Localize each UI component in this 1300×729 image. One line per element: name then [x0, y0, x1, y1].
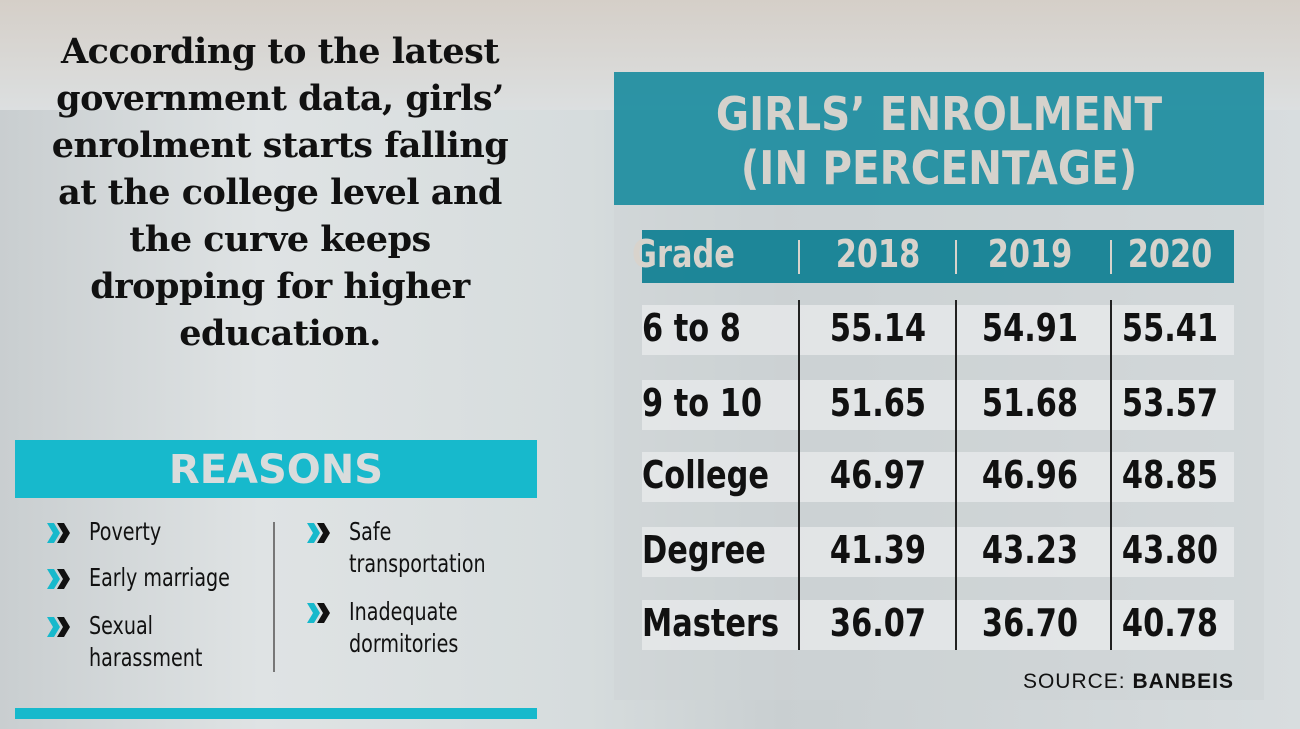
reasons-title: REASONS [15, 440, 537, 498]
enrolment-value: 36.07 [829, 601, 926, 645]
column-divider [1110, 300, 1112, 650]
enrolment-value: 53.57 [1121, 381, 1218, 425]
source: SOURCE: BANBEIS [960, 670, 1234, 694]
column-header: 2019 [987, 232, 1073, 276]
table-title-line2: (IN PERCENTAGE) [740, 141, 1138, 195]
grade-label: Degree [642, 528, 766, 572]
headline: According to the latest government data,… [51, 31, 509, 354]
enrolment-value: 51.68 [981, 381, 1079, 425]
reason-item: Inadequate dormitories [349, 597, 459, 658]
chevron-right-icon [305, 519, 333, 547]
source-name: BANBEIS [1132, 670, 1234, 693]
row-band [642, 600, 1234, 650]
table-title-line1: GIRLS’ ENROLMENT [715, 87, 1163, 141]
column-header: 2020 [1127, 232, 1212, 276]
enrolment-value: 40.78 [1121, 601, 1218, 645]
column-header: Grade [632, 232, 735, 276]
header-divider [1110, 240, 1112, 274]
enrolment-value: 43.80 [1121, 528, 1218, 572]
chevron-right-icon [45, 519, 73, 547]
reason-item: Poverty [89, 517, 162, 546]
enrolment-value: 46.97 [829, 453, 926, 497]
grade-label: 6 to 8 [642, 306, 741, 350]
enrolment-value: 43.23 [981, 528, 1079, 572]
grade-label: Masters [642, 601, 780, 645]
row-band [642, 305, 1234, 355]
column-divider [955, 300, 957, 650]
chevron-right-icon [45, 613, 73, 641]
enrolment-value: 36.70 [981, 601, 1079, 645]
enrolment-value: 55.41 [1121, 306, 1218, 350]
enrolment-value: 54.91 [981, 306, 1079, 350]
enrolment-value: 46.96 [981, 453, 1079, 497]
table-title: GIRLS’ ENROLMENT (IN PERCENTAGE) [614, 72, 1264, 205]
grade-label: College [642, 453, 770, 497]
row-band [642, 527, 1234, 577]
chevron-right-icon [305, 599, 333, 627]
grade-label: 9 to 10 [642, 381, 763, 425]
enrolment-value: 41.39 [829, 528, 926, 572]
reason-item: Early marriage [89, 563, 230, 592]
source-label: SOURCE: [1022, 670, 1126, 693]
header-divider [955, 240, 957, 274]
column-header: 2018 [835, 232, 920, 276]
reason-item: Safe transportation [349, 517, 486, 578]
bottom-bar [15, 708, 537, 719]
enrolment-value: 51.65 [829, 381, 926, 425]
column-divider [798, 300, 800, 650]
chevron-right-icon [45, 565, 73, 593]
enrolment-value: 55.14 [829, 306, 926, 350]
reason-item: Sexual harassment [89, 611, 203, 672]
table-header-row [642, 230, 1234, 283]
row-band [642, 380, 1234, 430]
enrolment-value: 48.85 [1121, 453, 1218, 497]
header-divider [798, 240, 800, 274]
row-band [642, 452, 1234, 502]
reasons-divider [273, 522, 275, 672]
